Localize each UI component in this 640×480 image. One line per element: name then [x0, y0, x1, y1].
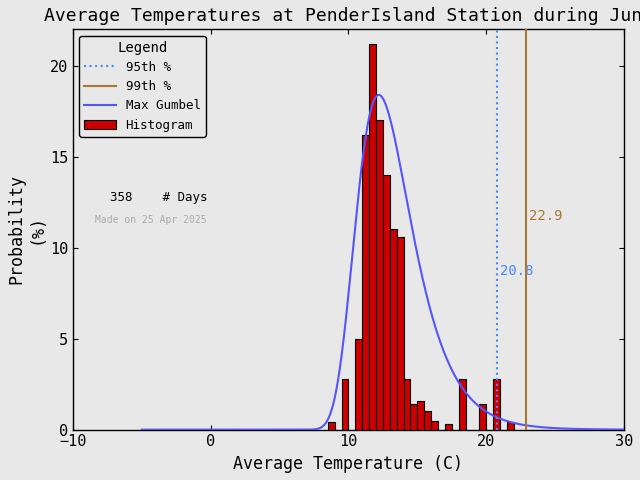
- Bar: [479, 404, 486, 430]
- Bar: [328, 422, 335, 430]
- Bar: [404, 379, 410, 430]
- Bar: [445, 424, 452, 430]
- Bar: [376, 120, 383, 430]
- Text: Made on 25 Apr 2025: Made on 25 Apr 2025: [95, 216, 207, 226]
- Text: 22.9: 22.9: [529, 209, 563, 223]
- Bar: [417, 400, 424, 430]
- Title: Average Temperatures at PenderIsland Station during June: Average Temperatures at PenderIsland Sta…: [44, 7, 640, 25]
- Bar: [362, 135, 369, 430]
- Bar: [493, 379, 500, 430]
- Bar: [369, 44, 376, 430]
- X-axis label: Average Temperature (C): Average Temperature (C): [234, 455, 463, 473]
- Y-axis label: Probability
(%): Probability (%): [7, 174, 45, 285]
- Bar: [383, 175, 390, 430]
- Bar: [390, 229, 397, 430]
- Bar: [342, 379, 348, 430]
- Bar: [397, 237, 404, 430]
- Text: 20.8: 20.8: [500, 264, 534, 278]
- Legend: 95th %, 99th %, Max Gumbel, Histogram: 95th %, 99th %, Max Gumbel, Histogram: [79, 36, 205, 136]
- Bar: [507, 422, 514, 430]
- Bar: [355, 339, 362, 430]
- Bar: [410, 404, 417, 430]
- Text: 358    # Days: 358 # Days: [95, 192, 207, 204]
- Bar: [459, 379, 465, 430]
- Bar: [431, 420, 438, 430]
- Bar: [424, 411, 431, 430]
